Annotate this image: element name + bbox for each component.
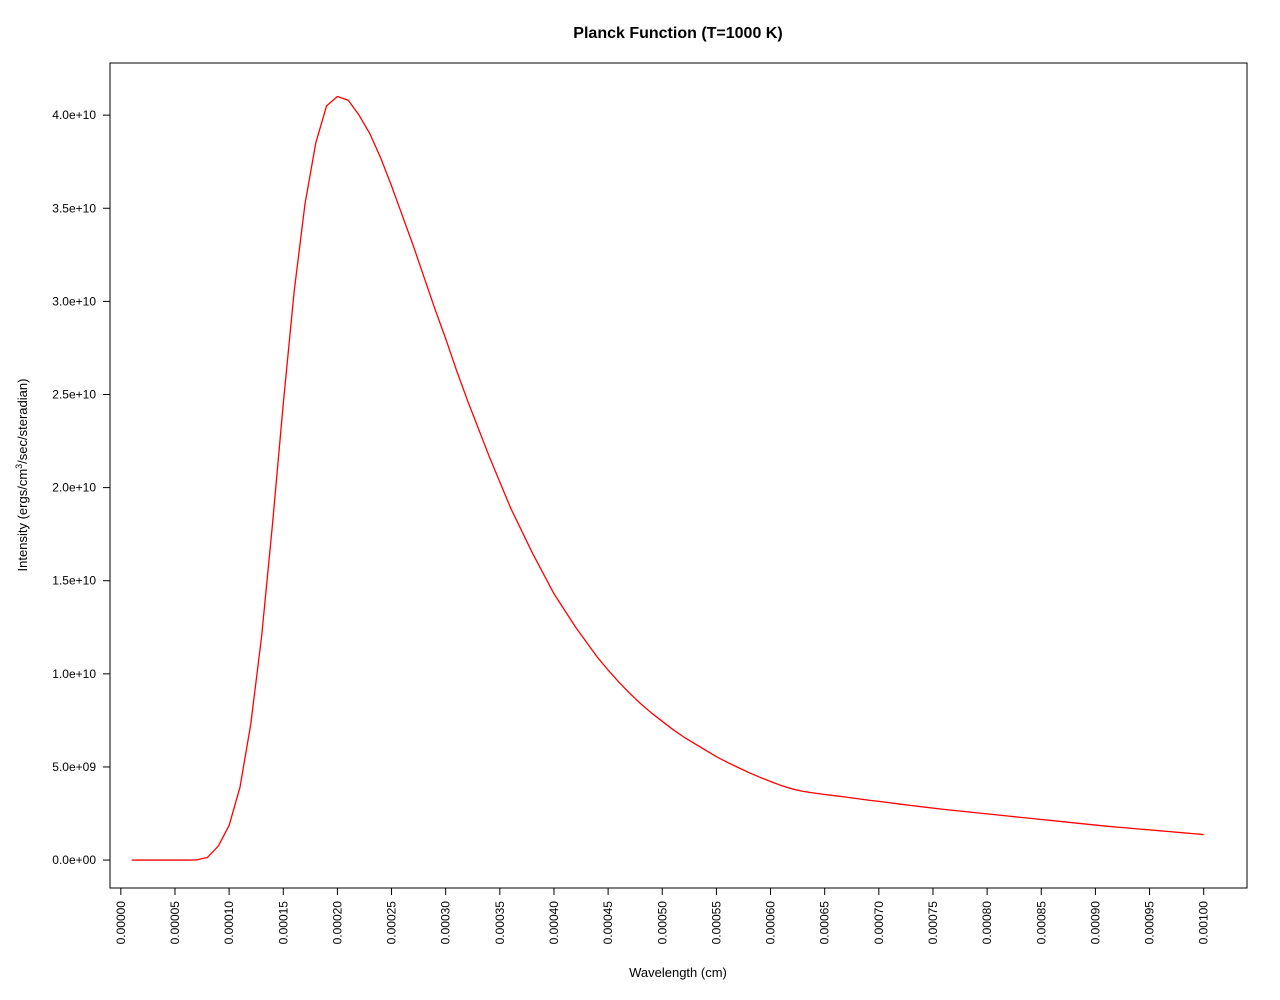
y-axis-label-rest: /sec/steradian) <box>15 379 30 464</box>
chart-title: Planck Function (T=1000 K) <box>573 25 782 42</box>
x-tick-label: 0.00010 <box>222 901 236 945</box>
x-tick-label: 0.00100 <box>1197 901 1211 945</box>
y-tick-label: 2.0e+10 <box>52 481 96 495</box>
x-tick-label: 0.00050 <box>655 901 669 945</box>
x-tick-label: 0.00090 <box>1088 901 1102 945</box>
x-tick-label: 0.00080 <box>980 901 994 945</box>
y-axis-label: Intensity (ergs/cm3/sec/steradian) <box>14 379 30 572</box>
y-axis-label-main: Intensity (ergs/cm <box>15 469 30 572</box>
x-tick-label: 0.00040 <box>547 901 561 945</box>
x-tick-label: 0.00030 <box>439 901 453 945</box>
x-tick-label: 0.00055 <box>709 901 723 945</box>
y-tick-label: 1.0e+10 <box>52 667 96 681</box>
series-line-planck <box>131 95 1204 861</box>
y-tick-label: 4.0e+10 <box>52 108 96 122</box>
y-tick-label: 0.0e+00 <box>52 853 96 867</box>
x-tick-label: 0.00070 <box>872 901 886 945</box>
x-axis-label: Wavelength (cm) <box>629 965 727 980</box>
x-axis: 0.00000 0.00005 0.00010 0.00015 0.00020 0.000… <box>114 887 1211 945</box>
y-tick-label: 1.5e+10 <box>52 574 96 588</box>
y-tick-label: 2.5e+10 <box>52 387 96 401</box>
y-tick-label: 3.0e+10 <box>52 294 96 308</box>
y-tick-label: 5.0e+09 <box>52 760 96 774</box>
y-axis-label-superscript: 3 <box>14 464 24 469</box>
x-tick-label: 0.00015 <box>276 901 290 945</box>
x-tick-label: 0.00060 <box>764 901 778 945</box>
x-tick-label: 0.00095 <box>1143 901 1157 945</box>
x-tick-label: 0.00035 <box>493 901 507 945</box>
x-tick-label: 0.00045 <box>601 901 615 945</box>
x-tick-label: 0.00085 <box>1034 901 1048 945</box>
series-layer <box>131 95 1204 861</box>
x-tick-label: 0.00025 <box>385 901 399 945</box>
x-tick-label: 0.00005 <box>168 901 182 945</box>
x-tick-label: 0.00065 <box>818 901 832 945</box>
x-tick-label: 0.00075 <box>926 901 940 945</box>
x-tick-label: 0.00000 <box>114 901 128 945</box>
y-axis: 0.0e+00 5.0e+09 1.0e+10 1.5e+10 2.0e+10 2.5e+… <box>52 108 111 867</box>
y-tick-label: 3.5e+10 <box>52 201 96 215</box>
x-tick-label: 0.00020 <box>330 901 344 945</box>
